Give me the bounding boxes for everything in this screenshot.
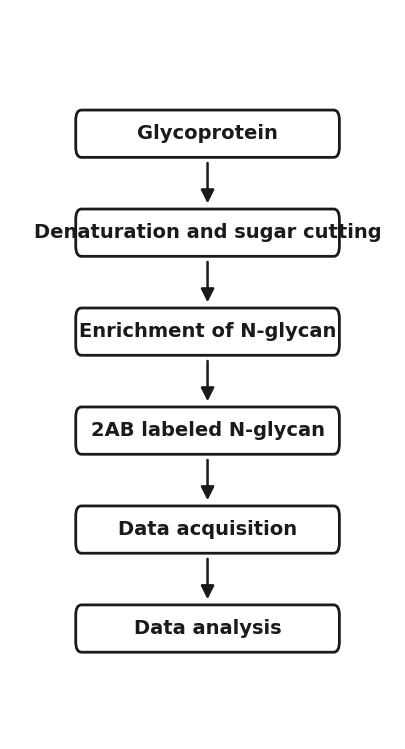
FancyBboxPatch shape — [76, 605, 339, 652]
FancyBboxPatch shape — [76, 209, 339, 256]
Text: Data analysis: Data analysis — [134, 619, 281, 638]
Text: Data acquisition: Data acquisition — [118, 520, 297, 539]
Text: Denaturation and sugar cutting: Denaturation and sugar cutting — [34, 223, 382, 242]
Text: 2AB labeled N-glycan: 2AB labeled N-glycan — [91, 421, 324, 440]
FancyBboxPatch shape — [76, 506, 339, 554]
FancyBboxPatch shape — [76, 407, 339, 454]
Text: Enrichment of N-glycan: Enrichment of N-glycan — [79, 322, 336, 341]
FancyBboxPatch shape — [76, 308, 339, 355]
FancyBboxPatch shape — [76, 110, 339, 157]
Text: Glycoprotein: Glycoprotein — [137, 124, 278, 143]
